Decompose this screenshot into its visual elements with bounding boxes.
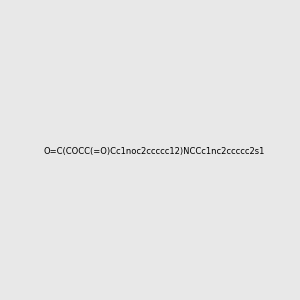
Text: O=C(COCC(=O)Cc1noc2ccccc12)NCCc1nc2ccccc2s1: O=C(COCC(=O)Cc1noc2ccccc12)NCCc1nc2ccccc… [43, 147, 264, 156]
